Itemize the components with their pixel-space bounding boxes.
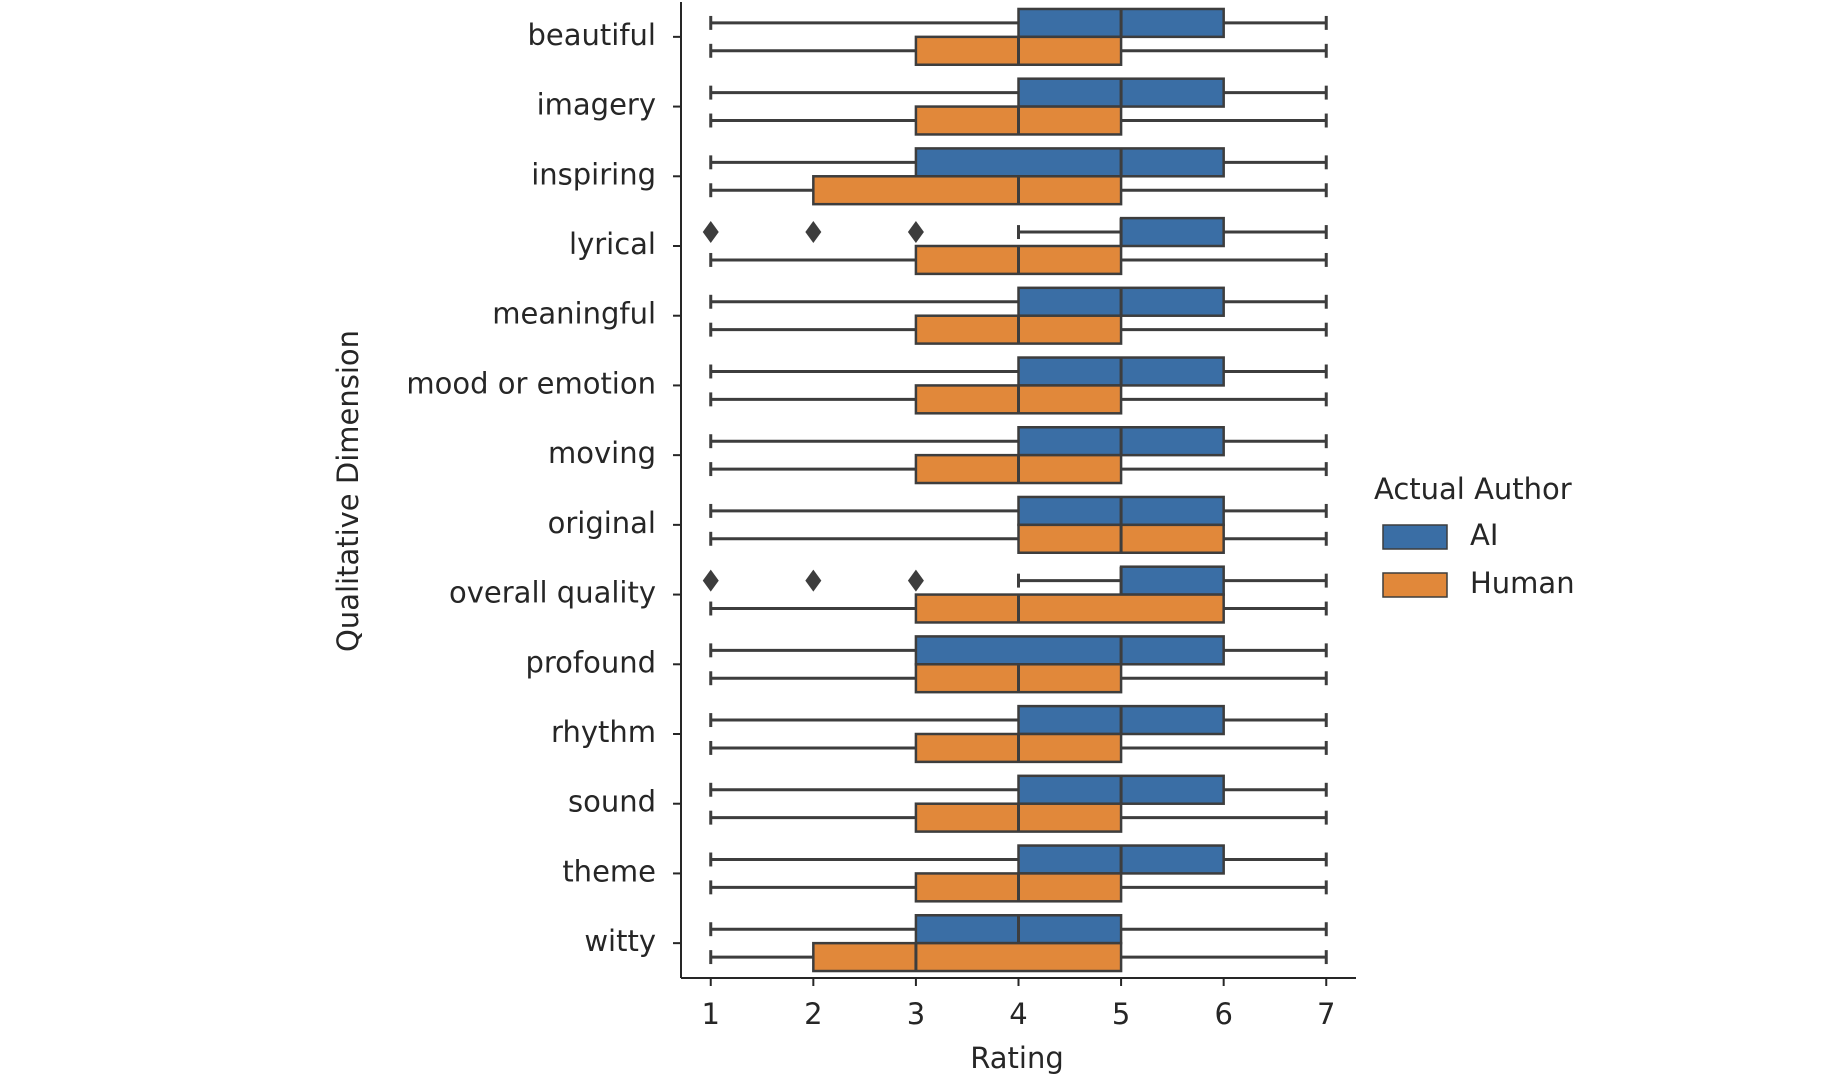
x-tick-label: 4	[1009, 997, 1027, 1031]
outlier	[805, 569, 822, 592]
x-tick-label: 5	[1112, 997, 1130, 1031]
y-tick-label: sound	[568, 785, 656, 819]
outlier	[907, 569, 924, 592]
legend-swatch	[1382, 572, 1448, 598]
legend-label: Human	[1470, 566, 1575, 600]
legend-label: AI	[1470, 518, 1498, 552]
y-tick-label: imagery	[537, 88, 656, 122]
box	[1119, 216, 1225, 248]
box	[1119, 565, 1225, 596]
y-tick-label: beautiful	[528, 18, 656, 52]
y-tick-label: moving	[548, 436, 656, 470]
legend-title: Actual Author	[1374, 472, 1572, 506]
box	[812, 175, 1123, 206]
outlier	[805, 221, 822, 244]
x-axis-label: Rating	[970, 1041, 1064, 1074]
y-tick-label: original	[548, 506, 656, 540]
outlier	[702, 569, 719, 592]
y-tick-label: inspiring	[531, 157, 656, 191]
y-tick-label: witty	[584, 924, 656, 958]
x-tick-label: 6	[1214, 997, 1232, 1031]
outlier	[702, 221, 719, 244]
y-tick-label: mood or emotion	[406, 366, 656, 400]
box	[914, 147, 1225, 178]
y-tick-label: lyrical	[569, 227, 656, 261]
y-tick-label: theme	[562, 854, 656, 888]
box	[914, 593, 1225, 624]
box	[914, 635, 1225, 666]
x-tick-label: 7	[1317, 997, 1335, 1031]
y-tick-label: meaningful	[492, 297, 656, 331]
x-tick-label: 3	[907, 997, 925, 1031]
y-tick-label: overall quality	[449, 576, 656, 610]
outlier	[907, 221, 924, 244]
y-tick-label: rhythm	[551, 715, 656, 749]
legend-swatch	[1382, 524, 1448, 550]
y-axis-label: Qualitative Dimension	[331, 330, 365, 652]
box	[812, 941, 1123, 973]
x-tick-label: 2	[804, 997, 822, 1031]
y-tick-label: profound	[525, 645, 656, 679]
x-tick-label: 1	[702, 997, 720, 1031]
